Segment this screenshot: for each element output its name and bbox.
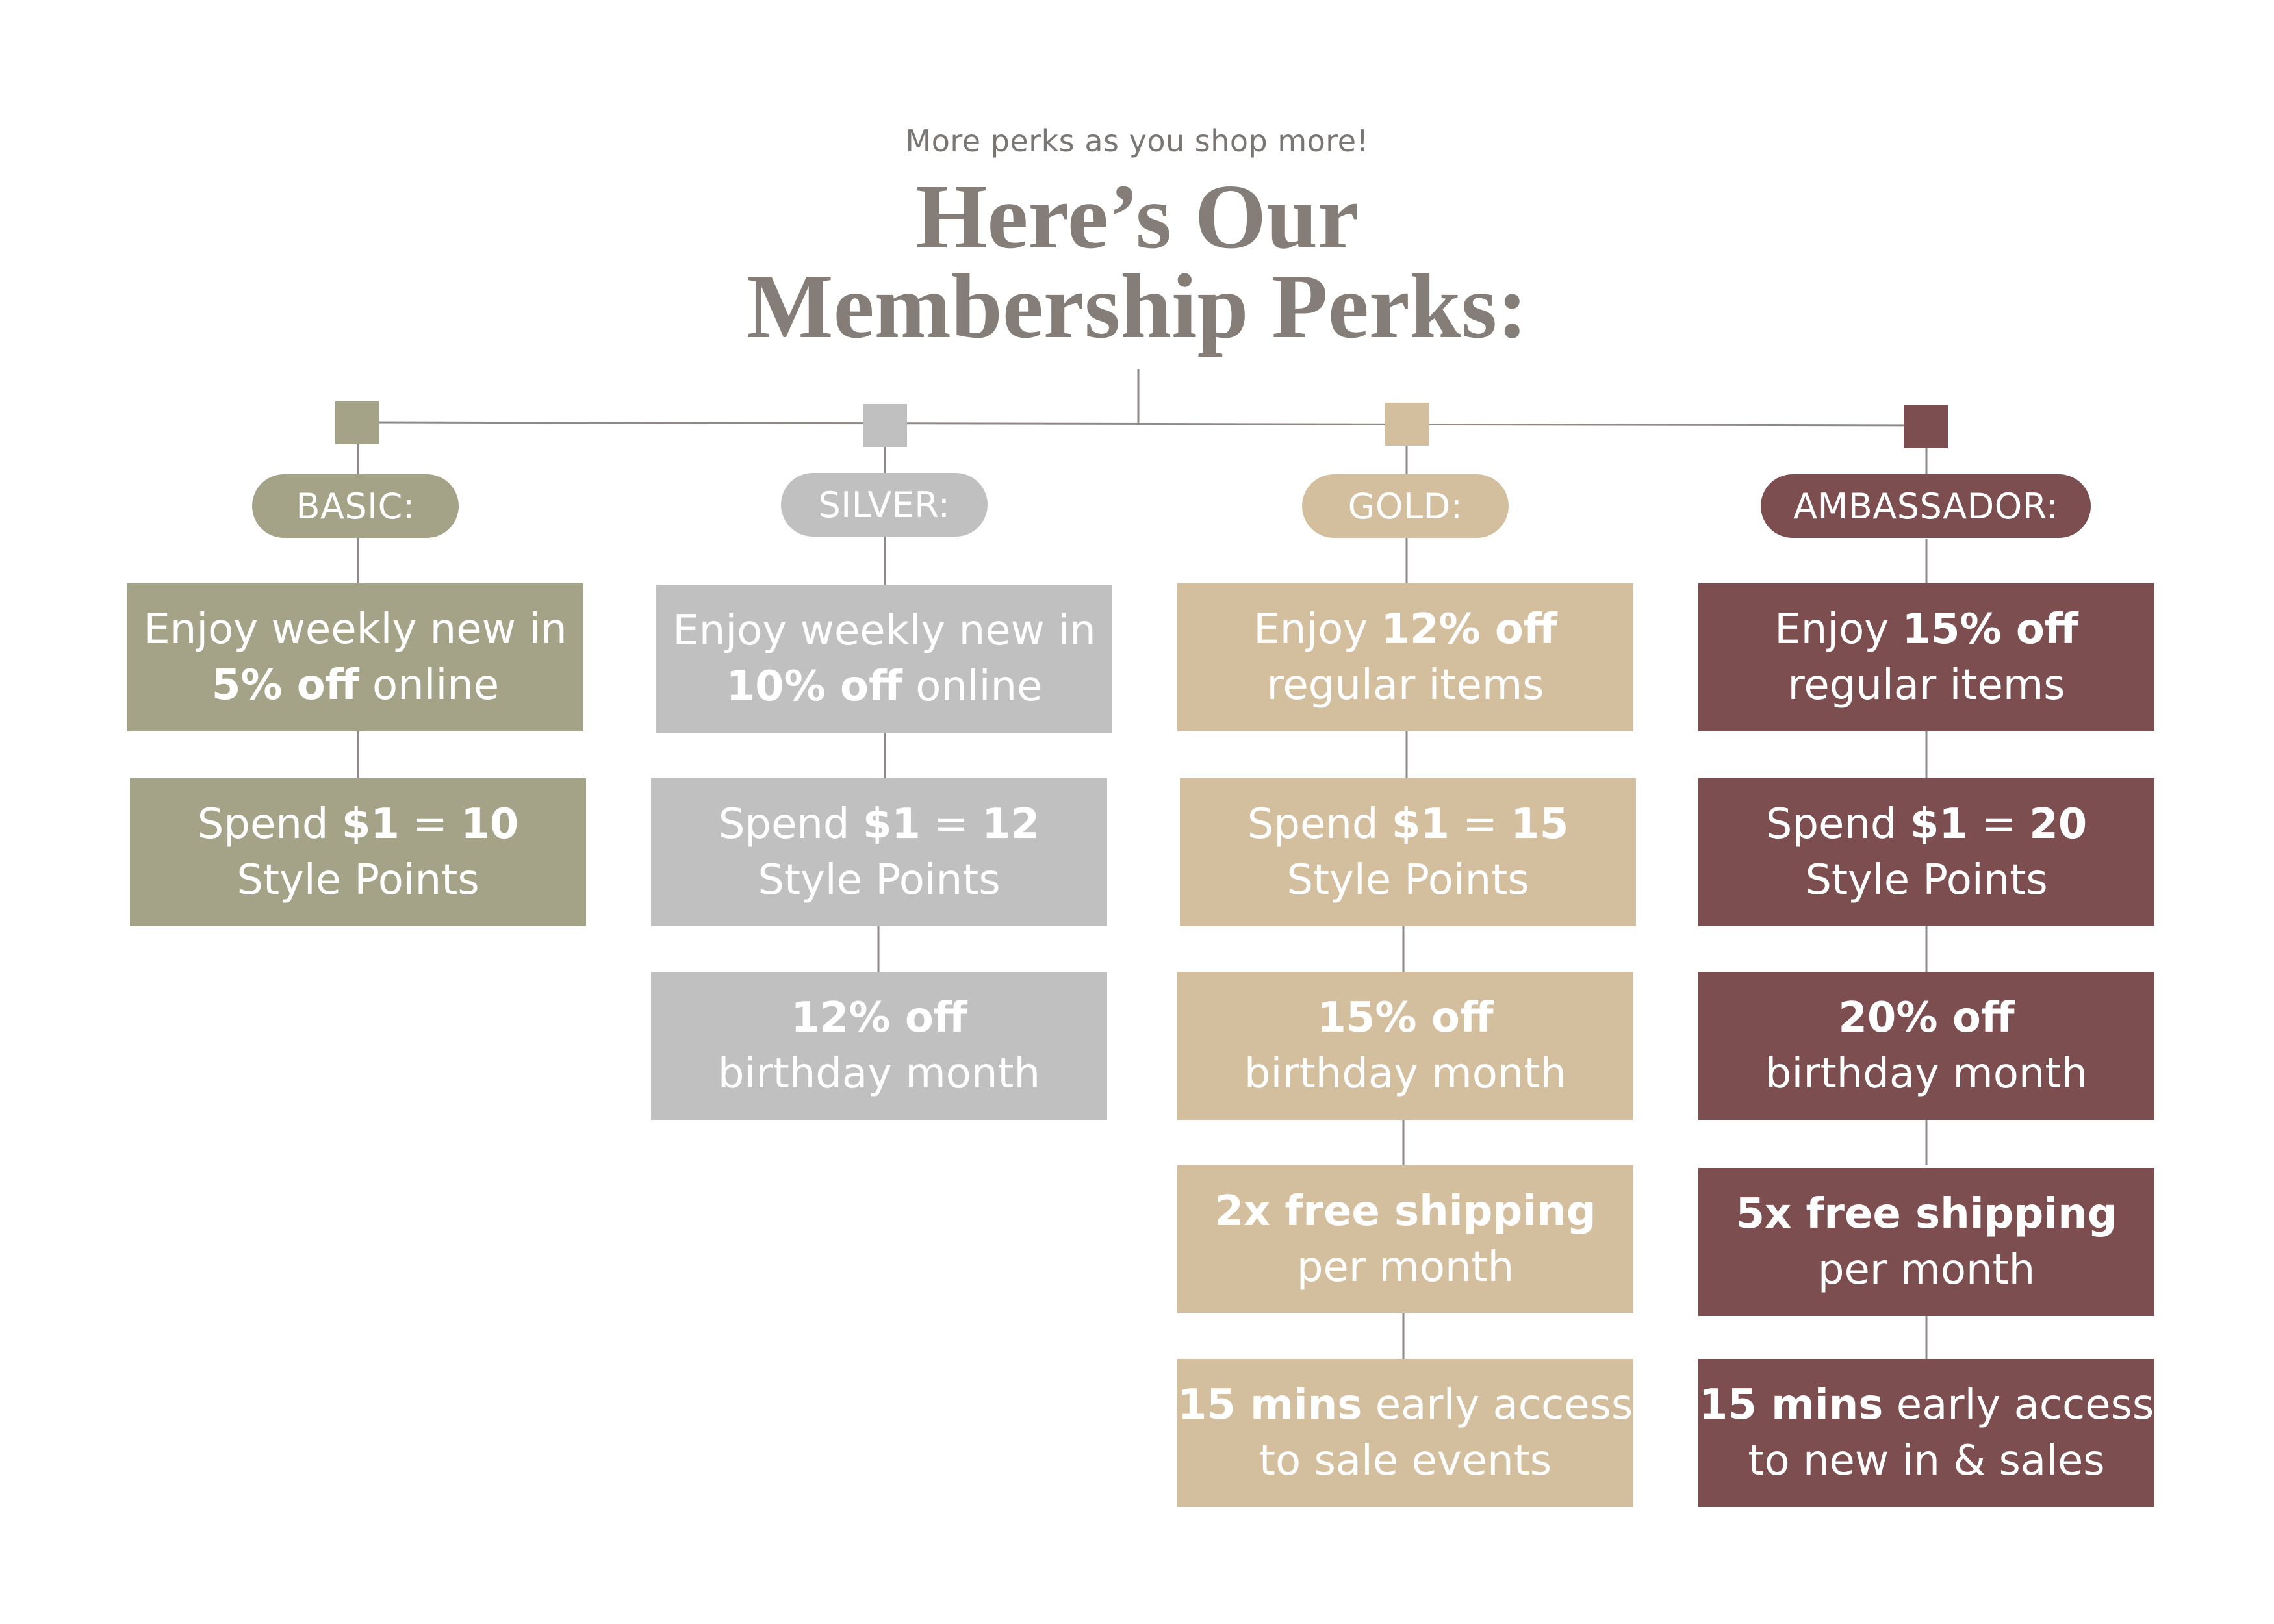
basic-perk-style-points: Spend $1 = 10 Style Points xyxy=(130,778,586,926)
silver-perk-weekly-new-in: Enjoy weekly new in 10% off online xyxy=(656,585,1112,733)
silver-perk-birthday: 12% off birthday month xyxy=(651,972,1107,1120)
tier-label-gold: GOLD: xyxy=(1302,474,1509,538)
ambassador-perk-early-access: 15 mins early access to new in & sales xyxy=(1698,1359,2154,1507)
gold-perk-early-access: 15 mins early access to sale events xyxy=(1177,1359,1633,1507)
page-title-line-1: Here’s Our xyxy=(915,165,1359,268)
silver-perk-style-points: Spend $1 = 12 Style Points xyxy=(651,778,1107,926)
basic-perk-weekly-new-in: Enjoy weekly new in 5% off online xyxy=(127,583,583,731)
tier-label-silver: SILVER: xyxy=(781,473,988,537)
basic-node-square xyxy=(335,401,379,444)
silver-node-square xyxy=(863,404,907,447)
page-title-line-2: Membership Perks: xyxy=(746,255,1528,357)
gold-perk-regular-items: Enjoy 12% off regular items xyxy=(1177,583,1633,731)
gold-perk-birthday: 15% off birthday month xyxy=(1177,972,1633,1120)
gold-node-square xyxy=(1385,403,1429,446)
ambassador-perk-regular-items: Enjoy 15% off regular items xyxy=(1698,583,2154,731)
ambassador-perk-style-points: Spend $1 = 20 Style Points xyxy=(1698,778,2154,926)
ambassador-node-square xyxy=(1904,405,1948,448)
gold-perk-free-shipping: 2x free shipping per month xyxy=(1177,1165,1633,1313)
tier-label-basic: BASIC: xyxy=(252,474,459,538)
ambassador-perk-birthday: 20% off birthday month xyxy=(1698,972,2154,1120)
subtitle: More perks as you shop more! xyxy=(905,123,1369,159)
tier-label-ambassador: AMBASSADOR: xyxy=(1761,474,2091,538)
gold-perk-style-points: Spend $1 = 15 Style Points xyxy=(1180,778,1636,926)
ambassador-perk-free-shipping: 5x free shipping per month xyxy=(1698,1168,2154,1316)
